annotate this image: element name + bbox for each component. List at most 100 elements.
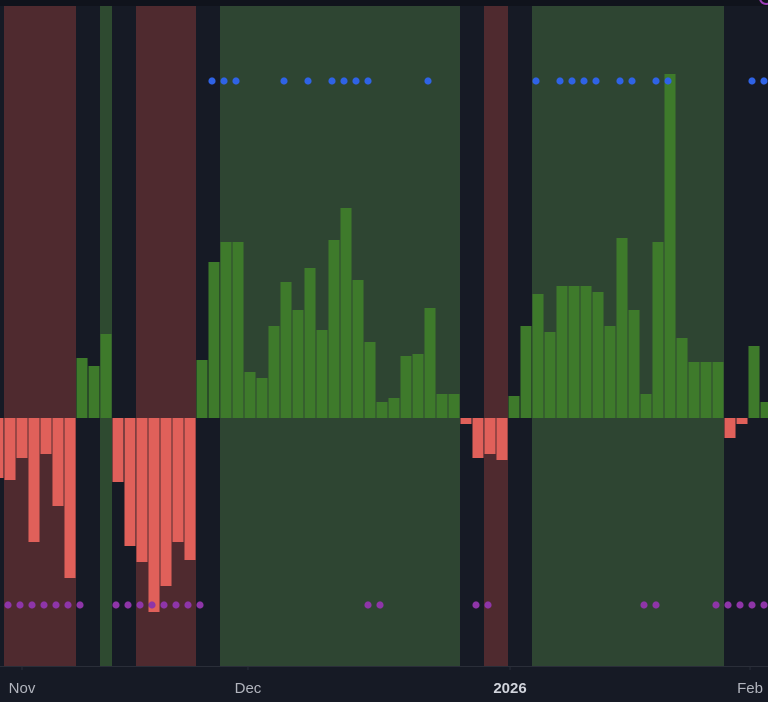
bar [700, 362, 712, 418]
signal-dot [592, 77, 600, 85]
bar [88, 366, 100, 418]
bar [172, 418, 184, 542]
bar [748, 346, 760, 418]
bar [52, 418, 64, 506]
bar [568, 286, 580, 418]
bar [160, 418, 172, 586]
bar [328, 240, 340, 418]
bar [376, 402, 388, 418]
regions [3, 6, 724, 666]
bar [484, 418, 496, 454]
bar [688, 362, 700, 418]
signal-dot [748, 77, 756, 85]
x-axis: Nov Dec 2026 Feb [9, 666, 763, 697]
bar [124, 418, 136, 546]
bar [544, 332, 556, 418]
x-tick-label: 2026 [493, 680, 526, 697]
bar [268, 326, 280, 418]
signal-dot [760, 77, 768, 85]
signal-dot [28, 601, 36, 609]
signal-dot [568, 77, 576, 85]
signal-dot [160, 601, 168, 609]
bar [292, 310, 304, 418]
signal-dot [40, 601, 48, 609]
signal-dot [736, 601, 744, 609]
signal-dot [184, 601, 192, 609]
bar [712, 362, 724, 418]
bar [64, 418, 76, 578]
signal-dot [664, 77, 672, 85]
signal-dot [652, 77, 660, 85]
bar [340, 208, 352, 418]
signal-dot [208, 77, 216, 85]
signal-dot [352, 77, 360, 85]
signal-dot [328, 77, 336, 85]
bar [0, 418, 4, 478]
bar [16, 418, 28, 458]
signal-dot [304, 77, 312, 85]
bar [472, 418, 484, 458]
bar [400, 356, 412, 418]
signal-dot [172, 601, 180, 609]
signal-dot [724, 601, 732, 609]
signal-dot [760, 601, 768, 609]
corner-icon [759, 0, 768, 5]
signal-dot [652, 601, 660, 609]
bar [448, 394, 460, 418]
bar [580, 286, 592, 418]
bar [640, 394, 652, 418]
bar [112, 418, 124, 482]
signal-dot [220, 77, 228, 85]
signal-dot [532, 77, 540, 85]
signal-dot [148, 601, 156, 609]
bar [460, 418, 472, 424]
bar [556, 286, 568, 418]
bar [496, 418, 508, 460]
bar [184, 418, 196, 560]
bar [256, 378, 268, 418]
signal-dot [136, 601, 144, 609]
bar [232, 242, 244, 418]
bar [364, 342, 376, 418]
signal-dot [196, 601, 204, 609]
signal-dot [232, 77, 240, 85]
signal-dot [76, 601, 84, 609]
bar [352, 280, 364, 418]
signal-dot [280, 77, 288, 85]
signal-dot [364, 601, 372, 609]
bar [148, 418, 160, 612]
signal-dot [640, 601, 648, 609]
x-tick-label: Feb [737, 680, 763, 697]
bar [304, 268, 316, 418]
bar [280, 282, 292, 418]
bar [196, 360, 208, 418]
bar [628, 310, 640, 418]
bar [760, 402, 768, 418]
signal-region [483, 6, 508, 666]
x-tick-label: Dec [235, 680, 262, 697]
signal-dot [112, 601, 120, 609]
signal-dot [364, 77, 372, 85]
signal-dot [712, 601, 720, 609]
signal-dot [16, 601, 24, 609]
bar [520, 326, 532, 418]
bar [40, 418, 52, 454]
bar [424, 308, 436, 418]
bar [28, 418, 40, 542]
signal-dot [4, 601, 12, 609]
signal-dot [628, 77, 636, 85]
bar [436, 394, 448, 418]
bar [4, 418, 16, 480]
bar [604, 326, 616, 418]
signal-dot [616, 77, 624, 85]
bar [100, 334, 112, 418]
bar [316, 330, 328, 418]
bar [676, 338, 688, 418]
signal-dot [472, 601, 480, 609]
signal-dot [748, 601, 756, 609]
bar [244, 372, 256, 418]
bar [508, 396, 520, 418]
bar [664, 74, 676, 418]
signal-dot [424, 77, 432, 85]
